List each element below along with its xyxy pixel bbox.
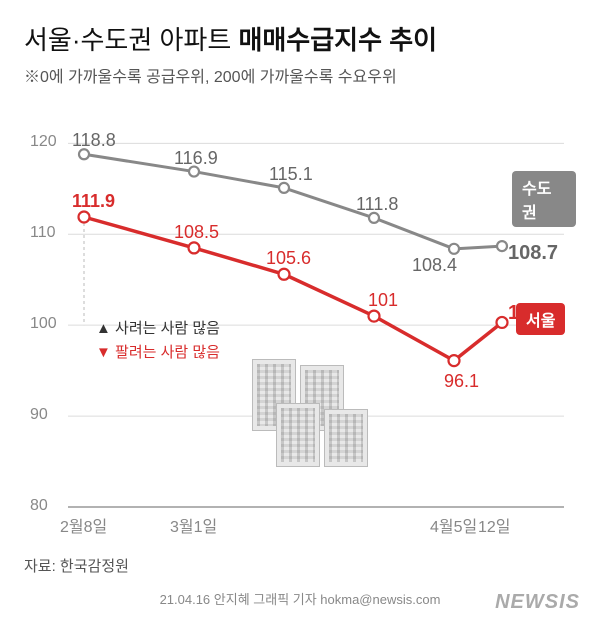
x-tick-label: 4월5일	[430, 513, 477, 537]
newsis-logo: NEWSIS	[495, 591, 580, 614]
sudo-value-label: 118.8	[72, 130, 116, 151]
building-illustration	[242, 359, 382, 469]
chart-area: 80 90 100 110 120 2월8일 3월1일 4월5일12일 118.8 116.9 11…	[24, 97, 576, 537]
seoul-value-label: 96.1	[444, 371, 479, 392]
x-tick-label: 2월8일	[60, 513, 107, 537]
series-tag-seoul: 서울	[516, 303, 565, 335]
sudo-value-label: 111.8	[356, 194, 398, 215]
x-tick-label: 12일	[478, 513, 511, 537]
seoul-value-label: 105.6	[266, 248, 311, 269]
legend-buy: ▲ 사려는 사람 많음	[96, 317, 220, 338]
sudo-value-label: 108.4	[412, 255, 457, 276]
chart-title: 서울·수도권 아파트 매매수급지수 추이	[24, 20, 576, 57]
title-prefix: 서울·수도권 아파트	[24, 25, 238, 55]
sudo-value-label: 115.1	[269, 164, 313, 185]
y-tick-label: 120	[30, 133, 57, 151]
legend-sell: ▼ 팔려는 사람 많음	[96, 341, 220, 362]
y-tick-label: 100	[30, 315, 57, 333]
x-tick-label: 3월1일	[170, 513, 217, 537]
chart-subtitle: ※0에 가까울수록 공급우위, 200에 가까울수록 수요우위	[24, 63, 576, 87]
y-tick-label: 80	[30, 497, 48, 515]
source-label: 자료: 한국감정원	[24, 555, 129, 576]
seoul-value-label: 101	[368, 290, 398, 311]
y-tick-label: 110	[30, 224, 56, 242]
title-strong: 매매수급지수 추이	[238, 25, 437, 55]
sudo-value-label: 116.9	[174, 148, 218, 169]
seoul-value-label: 111.9	[72, 191, 115, 212]
series-tag-sudo: 수도권	[512, 171, 576, 227]
seoul-value-label: 108.5	[174, 222, 219, 243]
y-tick-label: 90	[30, 406, 48, 424]
sudo-value-label: 108.7	[508, 242, 558, 265]
